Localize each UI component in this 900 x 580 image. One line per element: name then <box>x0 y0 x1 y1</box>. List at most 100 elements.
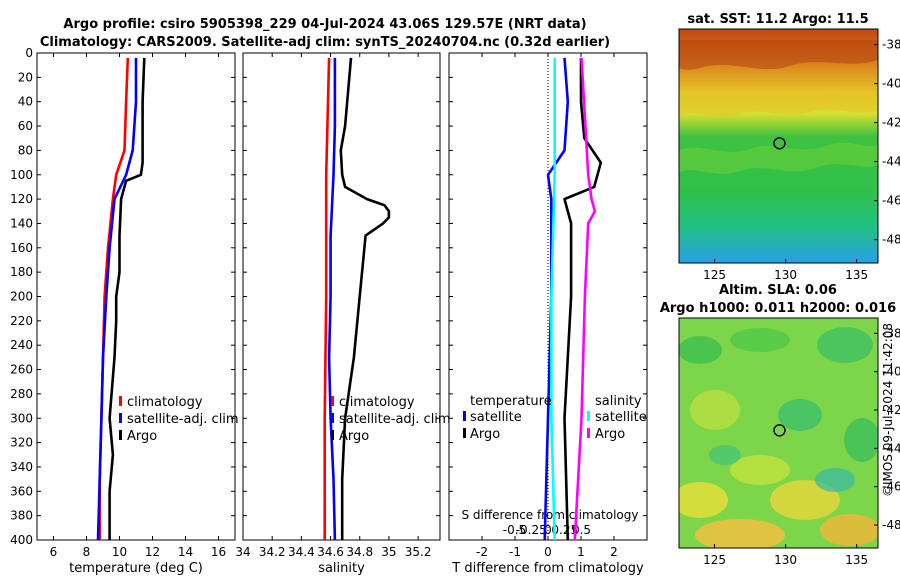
top-axis-label: S difference from climatology <box>462 508 639 522</box>
sst-map-axes: 125 130 135 -38 -40 -42 -44 -46 -48 <box>703 38 900 282</box>
legend-label: satellite <box>470 410 522 425</box>
legend-swatch <box>463 411 466 421</box>
legend-swatch <box>331 413 334 423</box>
x-tick-label: 16 <box>211 545 226 559</box>
y-tick-label: 180 <box>10 265 33 279</box>
x-tick-label: 12 <box>145 545 160 559</box>
series-line <box>563 57 603 541</box>
legend-label: climatology <box>339 395 415 410</box>
y-tick-label: 100 <box>10 168 33 182</box>
map-x-tick-label: 135 <box>845 268 868 282</box>
legend-swatch <box>587 428 590 438</box>
imos-timestamp: ©IMOS 09-Jul-2024 11:42:08 <box>881 323 895 497</box>
map-y-tick-label: -46 <box>882 194 900 208</box>
sla-map-panel: Altim. SLA: 0.06 Argo h1000: 0.011 h2000… <box>660 283 900 567</box>
series-line <box>327 57 337 541</box>
map-y-tick-label: -44 <box>882 155 900 169</box>
top-tick-label: -0.25 <box>516 523 547 537</box>
y-tick-label: 400 <box>10 533 33 547</box>
series-line <box>550 57 556 541</box>
map-x-tick-label: 130 <box>774 268 797 282</box>
x-tick-label: 34 <box>235 545 250 559</box>
y-tick-label: 240 <box>10 338 33 352</box>
map-y-tick-label: -46 <box>882 480 900 494</box>
legend-swatch <box>463 428 466 438</box>
top-tick-label: -0.5 <box>503 523 526 537</box>
legend-label: Argo <box>127 429 157 444</box>
legend-label: satellite-adj. clim <box>339 412 451 427</box>
y-tick-label: 320 <box>10 436 33 450</box>
series-line <box>573 57 597 541</box>
sla-argo-marker <box>773 424 786 437</box>
top-tick-label: 0 <box>544 523 552 537</box>
y-tick-label: 380 <box>10 509 33 523</box>
x-tick-label: 6 <box>50 545 58 559</box>
legend-swatch <box>331 396 334 406</box>
legend-swatch <box>331 430 334 440</box>
sla-map-title-2: Argo h1000: 0.011 h2000: 0.016 <box>660 301 896 316</box>
title-line-2: Climatology: CARS2009. Satellite-adj cli… <box>40 35 610 50</box>
sla-map-axes: 125 130 135 -38 -40 -42 -44 -46 -48 <box>703 326 900 567</box>
map-x-tick-label: 135 <box>845 553 868 567</box>
plot-frame <box>36 52 236 541</box>
x-tick-label: 35 <box>381 545 396 559</box>
x-tick-label: 34.8 <box>346 545 373 559</box>
y-tick-label: 0 <box>25 46 33 60</box>
y-tick-label: 160 <box>10 241 33 255</box>
map-y-tick-label: -42 <box>882 116 900 130</box>
map-y-tick-label: -38 <box>882 38 900 52</box>
legend-swatch <box>119 413 122 423</box>
series-line <box>96 57 138 541</box>
legend-swatch <box>587 411 590 421</box>
map-y-tick-label: -48 <box>882 518 900 532</box>
title-line-1: Argo profile: csiro 5905398_229 04-Jul-2… <box>63 17 586 32</box>
map-y-tick-label: -44 <box>882 441 900 455</box>
legend-label: Argo <box>595 427 625 442</box>
x-tick-label: 34.6 <box>317 545 344 559</box>
sst-argo-marker <box>773 137 786 150</box>
map-y-tick-label: -48 <box>882 233 900 247</box>
map-x-tick-label: 125 <box>703 268 726 282</box>
y-tick-label: 300 <box>10 411 33 425</box>
legend-label: Argo <box>470 427 500 442</box>
legend-label: satellite <box>595 410 647 425</box>
x-tick-label: 10 <box>112 545 127 559</box>
y-tick-label: 40 <box>18 95 33 109</box>
sla-texture <box>679 327 878 548</box>
y-tick-label: 220 <box>10 314 33 328</box>
y-tick-label: 200 <box>10 290 33 304</box>
x-axis-label: T difference from climatology <box>451 561 644 576</box>
sst-texture <box>679 40 878 174</box>
legend-label: Argo <box>339 429 369 444</box>
sla-map-title-1: Altim. SLA: 0.06 <box>719 283 837 298</box>
x-tick-label: 35.2 <box>405 545 432 559</box>
x-tick-label: 34.2 <box>259 545 286 559</box>
map-y-tick-label: -42 <box>882 403 900 417</box>
y-tick-label: 80 <box>18 143 33 157</box>
x-tick-label: 8 <box>83 545 91 559</box>
x-tick-label: -2 <box>476 545 488 559</box>
series-line <box>543 57 570 541</box>
legend-label: climatology <box>127 395 203 410</box>
x-tick-label: 34.4 <box>288 545 315 559</box>
x-axis-label: salinity <box>318 561 365 576</box>
legend-swatch <box>119 396 122 406</box>
difference-panel: -2 -1 0 1 2 T difference from climatology S di… <box>448 52 648 576</box>
salinity-panel: 34 34.2 34.4 34.6 34.8 35 35.2 salinity climatol… <box>235 52 451 576</box>
series-line <box>108 57 146 540</box>
legend-heading: salinity <box>595 394 642 409</box>
legend-label: satellite-adj. clim <box>127 412 239 427</box>
y-tick-label: 60 <box>18 119 33 133</box>
x-tick-label: 1 <box>577 545 585 559</box>
series-line <box>323 57 331 540</box>
x-tick-label: 0 <box>544 545 552 559</box>
map-y-tick-label: -38 <box>882 326 900 340</box>
sst-map-panel: sat. SST: 11.2 Argo: 11.5 125 130 135 -38 -4… <box>678 12 900 282</box>
x-tick-label: 2 <box>610 545 618 559</box>
x-tick-label: -1 <box>509 545 521 559</box>
y-tick-label: 340 <box>10 460 33 474</box>
y-tick-label: 360 <box>10 484 33 498</box>
sst-map-title: sat. SST: 11.2 Argo: 11.5 <box>687 12 868 27</box>
y-tick-label: 260 <box>10 363 33 377</box>
